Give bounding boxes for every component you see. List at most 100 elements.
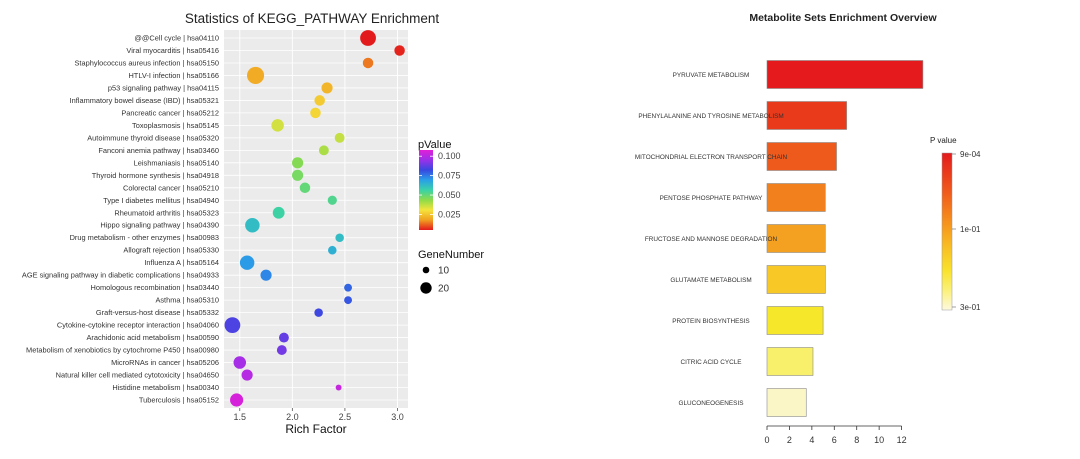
kegg-point — [314, 308, 323, 317]
kegg-term-label: Histidine metabolism | hsa00340 — [112, 383, 219, 392]
kegg-term-label: Homologous recombination | hsa03440 — [91, 283, 219, 292]
kegg-point — [335, 233, 344, 242]
kegg-x-tick-label: 1.5 — [234, 412, 247, 422]
mse-category-label: CITRIC ACID CYCLE — [680, 359, 741, 366]
genenumber-legend-label: 10 — [438, 266, 450, 277]
kegg-term-label: Arachidonic acid metabolism | hsa00590 — [86, 333, 219, 342]
mse-bar — [766, 306, 824, 335]
kegg-term-label: MicroRNAs in cancer | hsa05206 — [111, 358, 219, 367]
mse-category-label: PROTEIN BIOSYNTHESIS — [672, 318, 749, 325]
pvalue-colorbar-label: 0.050 — [438, 190, 461, 200]
kegg-point — [245, 218, 260, 233]
metabolite-enrichment-chart: Metabolite Sets Enrichment Overview PYRU… — [635, 12, 981, 445]
kegg-term-label: AGE signaling pathway in diabetic compli… — [22, 271, 219, 280]
kegg-point — [310, 107, 321, 119]
kegg-term-label: HTLV-I infection | hsa05166 — [128, 71, 219, 80]
pvalue-colorbar-ticks: 0.100 0.075 0.050 0.025 — [419, 151, 461, 219]
kegg-point — [276, 345, 287, 355]
mse-chart-title: Metabolite Sets Enrichment Overview — [749, 12, 937, 24]
kegg-point — [334, 132, 345, 143]
kegg-term-label: Metabolism of xenobiotics by cytochrome … — [26, 346, 219, 355]
kegg-points — [224, 30, 405, 407]
kegg-x-tick-label: 2.0 — [286, 412, 299, 422]
kegg-term-label: @@Cell cycle | hsa04110 — [134, 34, 219, 43]
kegg-term-label: Colorectal cancer | hsa05210 — [123, 183, 219, 192]
mse-category-label: PHENYLALANINE AND TYROSINE METABOLISM — [638, 113, 783, 120]
mse-bar — [766, 101, 847, 130]
genenumber-legend-dot — [422, 266, 430, 274]
kegg-point — [360, 30, 376, 46]
kegg-x-tick-label: 3.0 — [391, 412, 404, 422]
pvalue-colorbar-label: 0.025 — [438, 209, 461, 219]
mse-x-tick-label: 0 — [764, 435, 769, 445]
kegg-grid — [224, 30, 408, 408]
mse-bar — [766, 142, 837, 171]
kegg-term-label: Toxoplasmosis | hsa05145 — [132, 121, 219, 130]
kegg-point — [233, 356, 247, 369]
kegg-term-label: Influenza A | hsa05164 — [144, 258, 219, 267]
kegg-term-label: Inflammatory bowel disease (IBD) | hsa05… — [70, 96, 219, 105]
mse-category-label: PYRUVATE METABOLISM — [673, 72, 750, 79]
kegg-term-label: Staphylococcus aureus infection | hsa051… — [75, 58, 220, 67]
pvalue-colorbar-label: 0.100 — [438, 151, 461, 161]
mse-x-axis: 0 2 4 6 8 10 12 — [764, 425, 907, 445]
kegg-point — [362, 57, 374, 69]
mse-category-labels: PYRUVATE METABOLISM PHENYLALANINE AND TYR… — [635, 72, 788, 407]
mse-x-tick-label: 4 — [809, 435, 814, 445]
kegg-point — [394, 45, 405, 56]
kegg-term-label: p53 signaling pathway | hsa04115 — [108, 83, 219, 92]
kegg-term-label: Allograft rejection | hsa05330 — [123, 246, 219, 255]
kegg-term-label: Asthma | hsa05310 — [155, 296, 219, 305]
pvalue-colorbar-label: 0.075 — [438, 171, 461, 181]
kegg-point — [279, 332, 289, 343]
kegg-point — [344, 283, 353, 292]
mse-x-tick-label: 10 — [874, 435, 884, 445]
mse-category-label: FRUCTOSE AND MANNOSE DEGRADATION — [645, 236, 778, 243]
mse-bar — [766, 183, 826, 212]
kegg-point — [335, 384, 342, 391]
mse-pvalue-legend-labels: 9e-04 1e-01 3e-01 — [952, 150, 981, 312]
kegg-x-axis-label: Rich Factor — [285, 422, 346, 436]
kegg-term-label: Tuberculosis | hsa05152 — [139, 396, 219, 405]
mse-x-tick-label: 8 — [854, 435, 859, 445]
kegg-term-label: Autoimmune thyroid disease | hsa05320 — [87, 133, 219, 142]
mse-bar — [766, 224, 826, 253]
kegg-point — [230, 393, 244, 407]
mse-bar — [766, 265, 826, 294]
kegg-point — [314, 95, 325, 106]
kegg-term-label: Natural killer cell mediated cytotoxicit… — [56, 371, 219, 380]
kegg-point — [292, 169, 304, 181]
kegg-term-label: Pancreatic cancer | hsa05212 — [121, 108, 219, 117]
kegg-point — [239, 255, 255, 270]
genenumber-legend-label: 20 — [438, 284, 450, 295]
pvalue-colorbar — [419, 150, 433, 230]
kegg-point — [321, 82, 333, 94]
mse-legend-label: 9e-04 — [960, 150, 981, 159]
mse-category-label: GLUTAMATE METABOLISM — [670, 277, 751, 284]
kegg-term-label: Rheumatoid arthritis | hsa05323 — [114, 208, 219, 217]
mse-category-label: GLUCONEOGENESIS — [679, 400, 744, 407]
kegg-point — [260, 269, 272, 281]
kegg-term-label: Thyroid hormone synthesis | hsa04918 — [92, 171, 219, 180]
kegg-term-label: Type I diabetes mellitus | hsa04940 — [103, 196, 219, 205]
mse-legend-label: 3e-01 — [960, 303, 981, 312]
kegg-term-label: Viral myocarditis | hsa05416 — [126, 46, 219, 55]
genenumber-legend-items: 10 20 — [420, 266, 450, 295]
kegg-point — [327, 195, 337, 205]
pvalue-legend-title: pValue — [418, 139, 451, 151]
mse-bar — [766, 347, 814, 376]
kegg-point — [318, 145, 329, 156]
kegg-point — [344, 296, 353, 305]
kegg-point — [299, 182, 311, 194]
kegg-enrichment-chart: Statistics of KEGG_PATHWAY Enrichment @@… — [22, 11, 484, 436]
kegg-point — [272, 206, 285, 219]
mse-x-tick-label: 2 — [787, 435, 792, 445]
genenumber-legend-dot — [420, 282, 432, 294]
kegg-point — [271, 119, 284, 132]
kegg-term-label: Leishmaniasis | hsa05140 — [134, 158, 219, 167]
mse-x-tick-label: 6 — [832, 435, 837, 445]
kegg-chart-title: Statistics of KEGG_PATHWAY Enrichment — [185, 11, 440, 26]
mse-legend-label: 1e-01 — [960, 225, 981, 234]
mse-bar — [766, 388, 807, 417]
